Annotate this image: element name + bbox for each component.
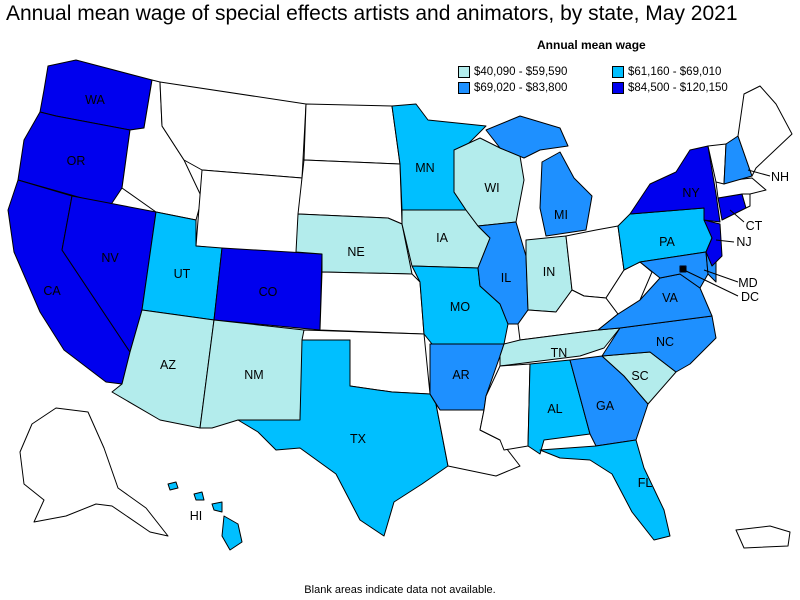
label-va: VA xyxy=(662,291,678,305)
label-wa: WA xyxy=(85,93,105,107)
state-hi-oahu[interactable] xyxy=(193,491,205,501)
label-az: AZ xyxy=(160,358,176,372)
label-mi: MI xyxy=(554,208,568,222)
state-wi[interactable] xyxy=(453,137,525,227)
label-ne: NE xyxy=(347,245,364,259)
state-hi-maui[interactable] xyxy=(211,501,223,513)
state-ak[interactable] xyxy=(19,407,169,537)
label-tx: TX xyxy=(350,432,367,446)
legend-item-tier-4: $84,500 - $120,150 xyxy=(612,82,728,94)
legend-swatch xyxy=(612,82,624,94)
label-ar: AR xyxy=(452,368,469,382)
label-co: CO xyxy=(259,285,278,299)
state-tn[interactable] xyxy=(499,327,621,367)
state-ct[interactable] xyxy=(717,193,747,221)
state-wy[interactable] xyxy=(195,169,303,257)
state-hi-big-island[interactable] xyxy=(221,515,243,551)
state-hi-kauai[interactable] xyxy=(167,481,179,491)
legend-label: $84,500 - $120,150 xyxy=(628,82,728,94)
label-ia: IA xyxy=(436,231,448,245)
state-ks[interactable] xyxy=(319,271,425,335)
label-sc: SC xyxy=(631,369,648,383)
footnote: Blank areas indicate data not available. xyxy=(304,584,496,596)
label-wi: WI xyxy=(484,181,499,195)
legend-item-tier-2: $61,160 - $69,010 xyxy=(612,66,721,78)
label-al: AL xyxy=(547,402,562,416)
state-me[interactable] xyxy=(737,85,793,177)
label-tn: TN xyxy=(551,346,568,360)
label-mn: MN xyxy=(415,161,434,175)
label-ny: NY xyxy=(682,186,700,200)
label-fl: FL xyxy=(638,476,653,490)
dc-marker xyxy=(680,266,686,272)
state-tx[interactable] xyxy=(237,339,449,537)
leader-nj xyxy=(715,239,735,243)
legend-swatch xyxy=(612,66,624,78)
state-mi[interactable] xyxy=(485,115,569,159)
label-ut: UT xyxy=(174,267,191,281)
label-ga: GA xyxy=(596,399,615,413)
state-nc[interactable] xyxy=(601,315,717,373)
state-ny[interactable] xyxy=(629,145,721,223)
leader-dc xyxy=(683,269,739,297)
legend-item-tier-3: $69,020 - $83,800 xyxy=(458,82,567,94)
label-pa: PA xyxy=(659,235,675,249)
label-ct: CT xyxy=(746,219,763,233)
leader-lines xyxy=(683,169,771,297)
state-or[interactable] xyxy=(17,111,131,207)
state-fl[interactable] xyxy=(539,439,671,541)
label-mo: MO xyxy=(450,300,470,314)
label-nh: NH xyxy=(771,170,789,184)
state-nj[interactable] xyxy=(703,219,723,267)
label-nv: NV xyxy=(101,251,119,265)
label-md: MD xyxy=(738,276,757,290)
state-il[interactable] xyxy=(477,221,529,325)
leader-md xyxy=(703,269,739,283)
label-or: OR xyxy=(67,154,86,168)
state-mi-lower[interactable] xyxy=(539,151,593,237)
state-pr[interactable] xyxy=(735,525,791,549)
map-title: Annual mean wage of special effects arti… xyxy=(6,2,738,25)
legend-label: $40,090 - $59,590 xyxy=(474,66,568,78)
legend-title: Annual mean wage xyxy=(537,38,646,52)
label-hi: HI xyxy=(190,509,203,523)
label-dc: DC xyxy=(741,290,759,304)
label-nj: NJ xyxy=(736,235,751,249)
leader-ct xyxy=(729,209,745,223)
label-in: IN xyxy=(543,265,556,279)
state-labels: WA OR CA NV UT CO AZ NM NE TX MN IA MO A… xyxy=(43,93,789,523)
label-il: IL xyxy=(501,271,511,285)
legend-swatch xyxy=(458,66,470,78)
legend-swatch xyxy=(458,82,470,94)
legend-item-tier-1: $40,090 - $59,590 xyxy=(458,66,567,78)
label-nm: NM xyxy=(244,368,263,382)
legend-label: $69,020 - $83,800 xyxy=(474,82,568,94)
label-nc: NC xyxy=(656,335,674,349)
leader-nh xyxy=(747,169,771,177)
label-ca: CA xyxy=(43,284,61,298)
state-nd[interactable] xyxy=(303,103,401,165)
legend-label: $61,160 - $69,010 xyxy=(628,66,722,78)
